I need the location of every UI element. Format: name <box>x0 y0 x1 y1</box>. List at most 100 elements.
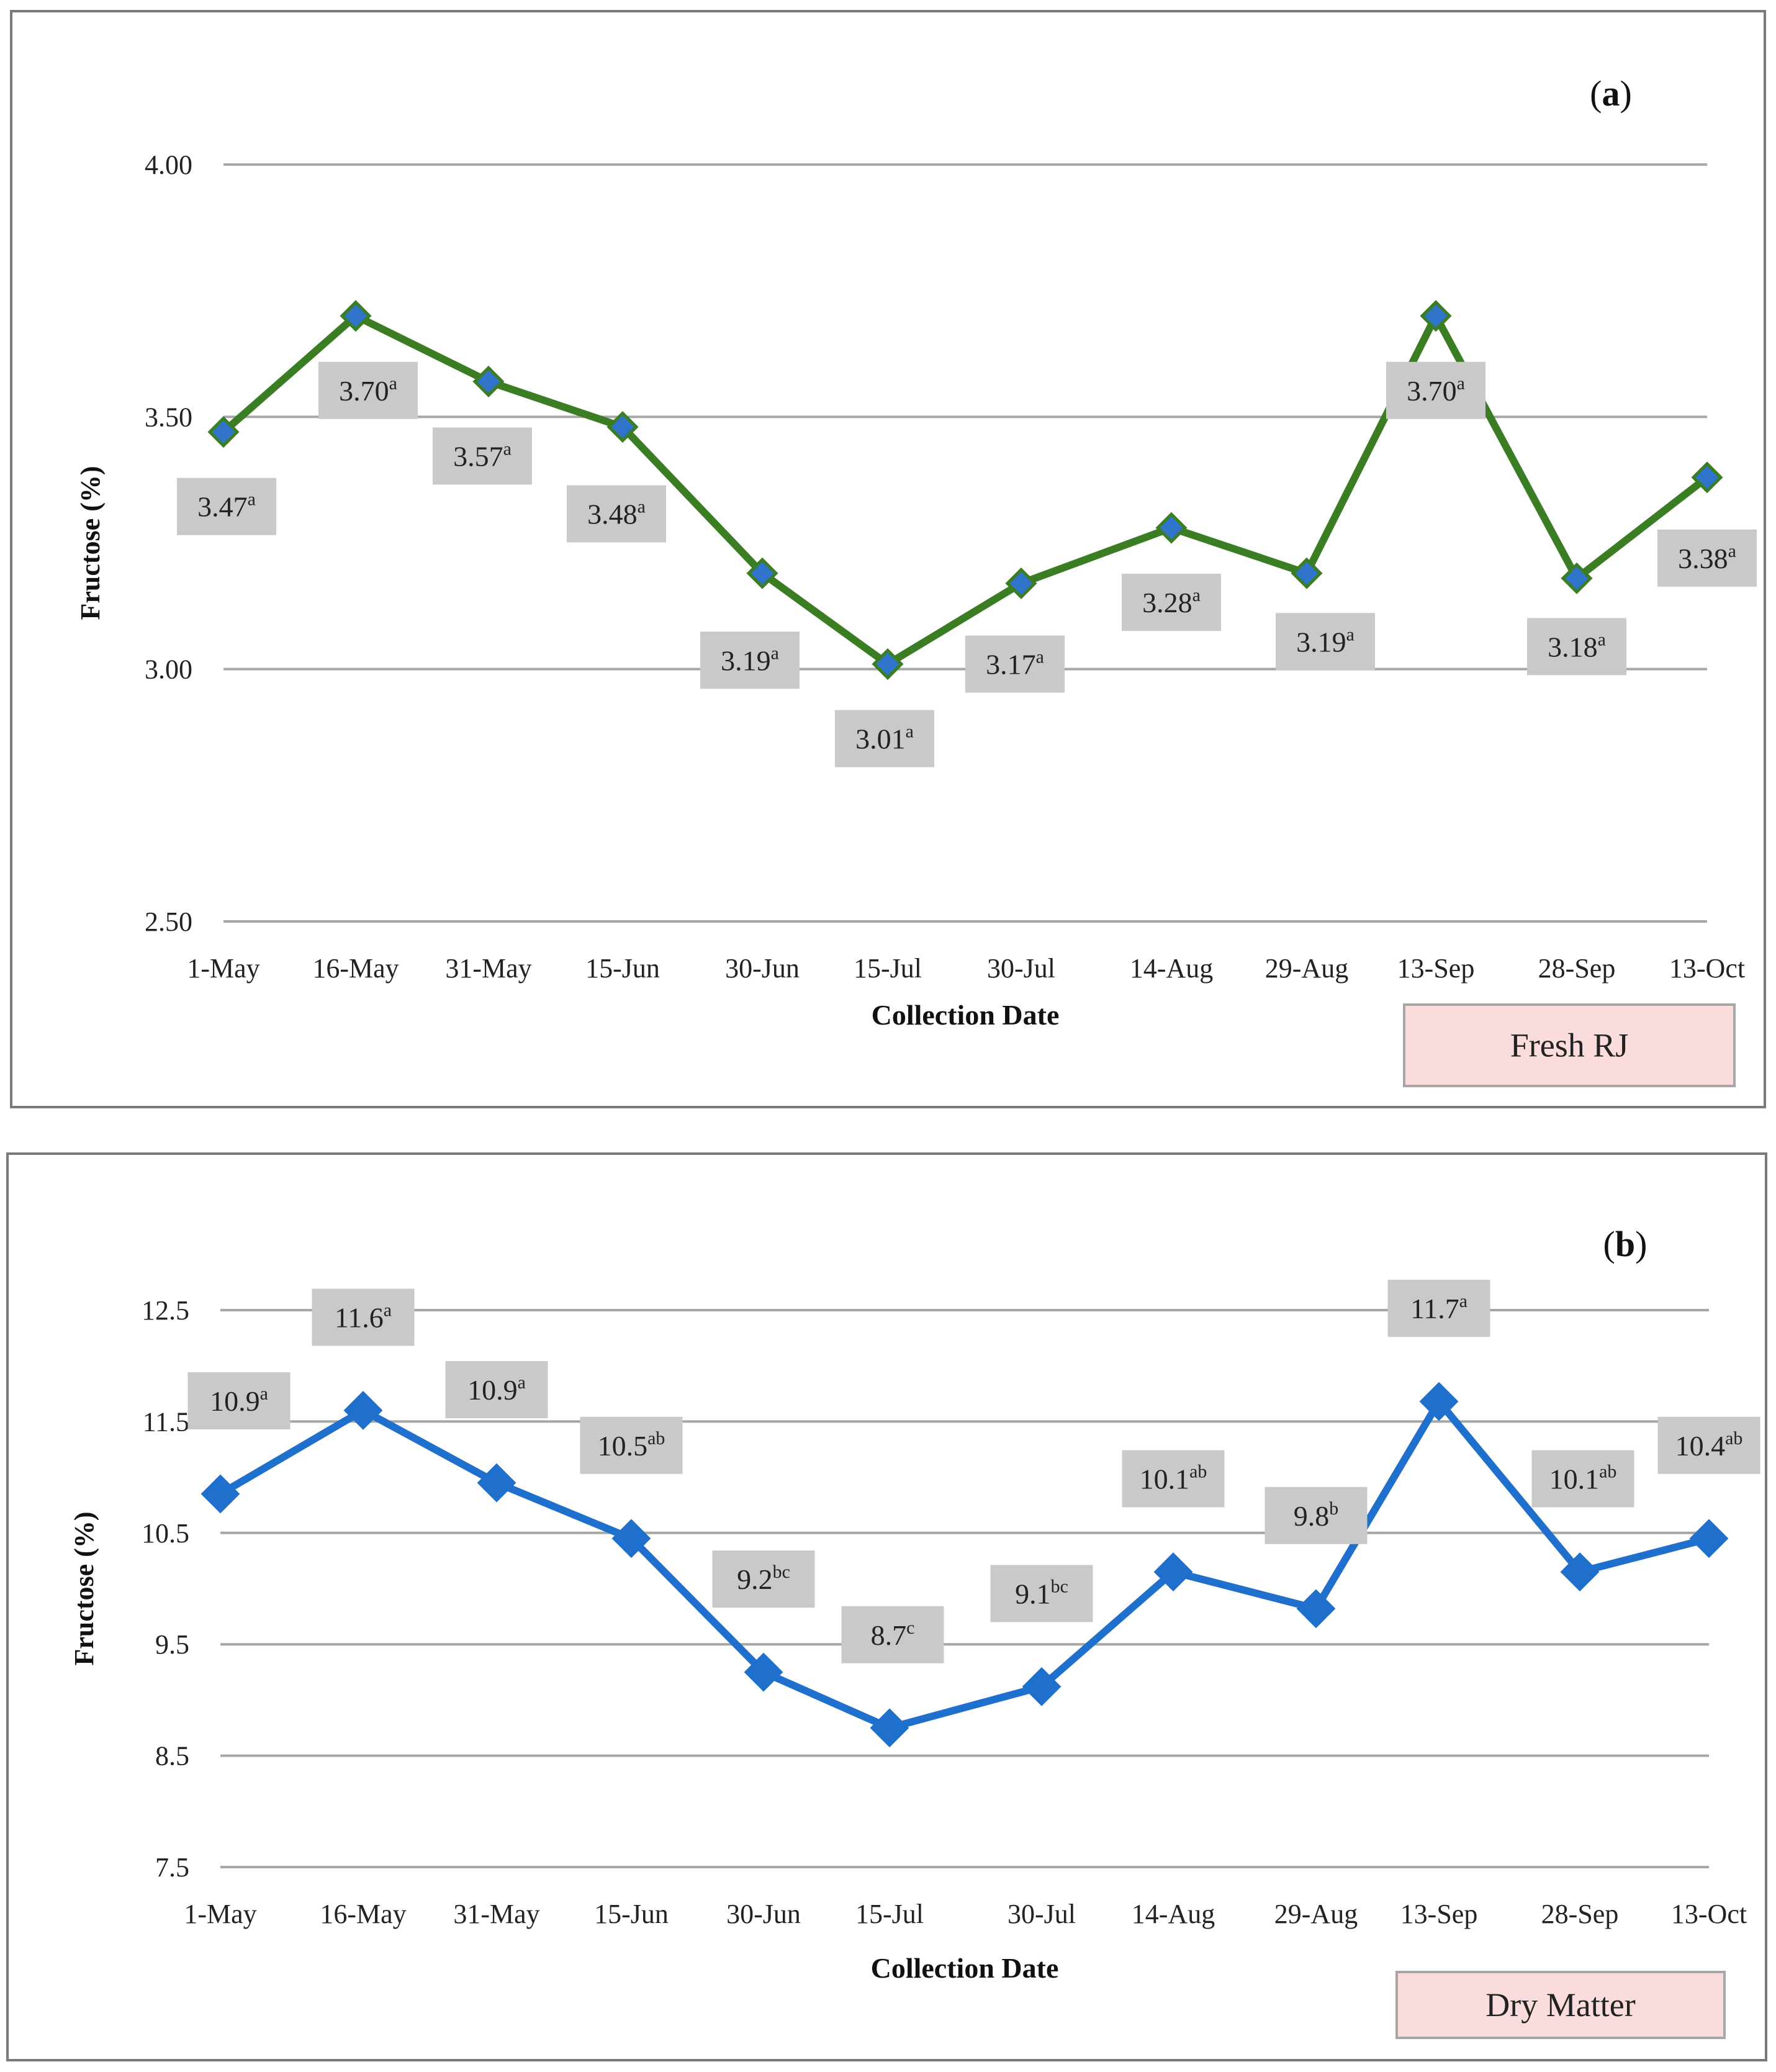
chart-panel-b: 12.5 11.5 10.5 9.5 8.5 7.5 1-May 16-May 31-May 15… <box>0 1142 1776 2072</box>
data-label: 10.1ab <box>1531 1450 1634 1508</box>
data-label-box <box>1122 574 1221 631</box>
data-label-text: 3.38a <box>1678 541 1736 574</box>
y-tick-label: 3.50 <box>145 402 192 432</box>
data-label-box <box>1122 1450 1225 1508</box>
data-point <box>870 1708 909 1748</box>
data-label-text: 3.18a <box>1548 629 1606 663</box>
data-label: 10.9a <box>187 1372 291 1430</box>
data-point <box>1022 1667 1062 1706</box>
x-tick-label: 13-Oct <box>1669 953 1745 984</box>
data-label-text: 3.70a <box>1407 373 1465 407</box>
data-label: 3.17a <box>965 635 1065 693</box>
data-point <box>746 557 778 589</box>
data-label: 10.5ab <box>580 1416 683 1474</box>
data-label-box <box>990 1565 1093 1622</box>
data-label-box <box>1527 618 1626 676</box>
data-label-text: 9.1bc <box>1015 1576 1068 1609</box>
data-point <box>611 1519 651 1559</box>
data-label: 3.48a <box>567 485 666 543</box>
x-tick-label: 28-Sep <box>1538 953 1616 984</box>
x-tick-label: 1-May <box>187 953 259 984</box>
chart-frame <box>6 1152 1767 2061</box>
y-tick-label: 7.5 <box>155 1852 189 1883</box>
data-point <box>1153 1552 1193 1592</box>
x-tick-label: 15-Jun <box>585 953 660 984</box>
data-point <box>744 1652 783 1692</box>
data-label: 10.1ab <box>1122 1450 1225 1508</box>
data-label: 3.19a <box>1276 613 1375 671</box>
data-label: 9.1bc <box>990 1565 1093 1622</box>
legend-box <box>1403 1003 1736 1087</box>
data-label-box <box>1276 613 1375 671</box>
legend-box-text: Dry Matter <box>1485 1986 1635 2024</box>
data-label-text: 3.01a <box>855 722 914 755</box>
series-line <box>218 1398 1710 1732</box>
data-label-text: 8.7c <box>871 1617 915 1651</box>
data-label-text: 10.9a <box>467 1372 526 1406</box>
x-tick-label: 14-Aug <box>1132 1899 1215 1929</box>
data-label: 11.6a <box>312 1288 415 1346</box>
data-label-box <box>1531 1450 1634 1508</box>
data-label-text: 9.2bc <box>737 1562 790 1595</box>
y-tick-label: 9.5 <box>155 1629 189 1660</box>
legend-box-text: Fresh RJ <box>1510 1027 1629 1064</box>
x-axis-title: Collection Date <box>871 1952 1059 1984</box>
data-point <box>207 416 240 448</box>
data-point <box>201 1474 240 1514</box>
data-label-box <box>567 485 666 543</box>
data-label: 3.57a <box>433 427 532 485</box>
data-label-text: 3.19a <box>1296 624 1355 658</box>
data-label-box <box>835 710 934 767</box>
chart-panel-a: 4.00 3.50 3.00 2.50 1-May 16-May 31-May 15-Jun 3… <box>10 10 1766 1108</box>
x-tick-label: 30-Jul <box>1007 1899 1076 1929</box>
chart-frame <box>10 10 1766 1108</box>
data-label-text: 3.19a <box>721 643 779 676</box>
data-label-box <box>580 1416 683 1474</box>
data-label-text: 3.57a <box>453 438 512 472</box>
data-point <box>1689 1519 1729 1559</box>
data-point <box>340 300 372 332</box>
data-label: 10.9a <box>445 1361 548 1419</box>
data-label-text: 3.70a <box>339 373 397 407</box>
data-label-box <box>965 635 1065 693</box>
data-label-box <box>187 1372 291 1430</box>
data-point <box>472 365 505 397</box>
panel-label: (b) <box>1603 1224 1648 1264</box>
data-label-box <box>318 361 418 419</box>
data-label: 3.19a <box>700 631 800 689</box>
data-point <box>606 411 639 443</box>
data-point <box>1291 557 1323 589</box>
data-label-box <box>1387 1280 1490 1337</box>
chart-a-svg: 4.00 3.50 3.00 2.50 1-May 16-May 31-May 15-Jun 3… <box>10 10 1766 1108</box>
legend-box <box>1395 1971 1726 2039</box>
data-label-text: 3.28a <box>1142 585 1201 618</box>
data-label-text: 10.1ab <box>1549 1462 1617 1495</box>
data-label-text: 11.6a <box>335 1300 392 1333</box>
data-label-box <box>1657 1416 1760 1474</box>
data-label-box <box>312 1288 415 1346</box>
series-line <box>221 312 1710 668</box>
data-label-text: 11.7a <box>1410 1291 1467 1324</box>
x-tick-label: 30-Jun <box>725 953 800 984</box>
x-tick-label: 31-May <box>453 1899 539 1929</box>
x-tick-label: 13-Oct <box>1671 1899 1747 1929</box>
data-point <box>1420 300 1452 332</box>
data-label-box <box>1264 1486 1368 1544</box>
y-axis-title: Fructose (%) <box>69 1511 99 1665</box>
data-label-text: 10.9a <box>210 1383 268 1417</box>
x-tick-label: 30-Jul <box>987 953 1055 984</box>
data-point <box>1296 1589 1336 1629</box>
data-point <box>1560 1552 1600 1592</box>
data-label-text: 9.8b <box>1294 1498 1338 1532</box>
data-label: 3.01a <box>835 710 934 767</box>
x-tick-label: 15-Jul <box>855 1899 924 1929</box>
y-axis-title: Fructose (%) <box>75 466 106 620</box>
data-label-box <box>1657 529 1757 587</box>
data-label: 3.28a <box>1122 574 1221 631</box>
x-tick-label: 29-Aug <box>1265 953 1348 984</box>
data-label-box <box>1386 361 1485 419</box>
y-tick-label: 11.5 <box>143 1406 189 1437</box>
x-tick-label: 16-May <box>312 953 399 984</box>
x-tick-label: 31-May <box>445 953 531 984</box>
data-label-text: 10.1ab <box>1140 1462 1207 1495</box>
